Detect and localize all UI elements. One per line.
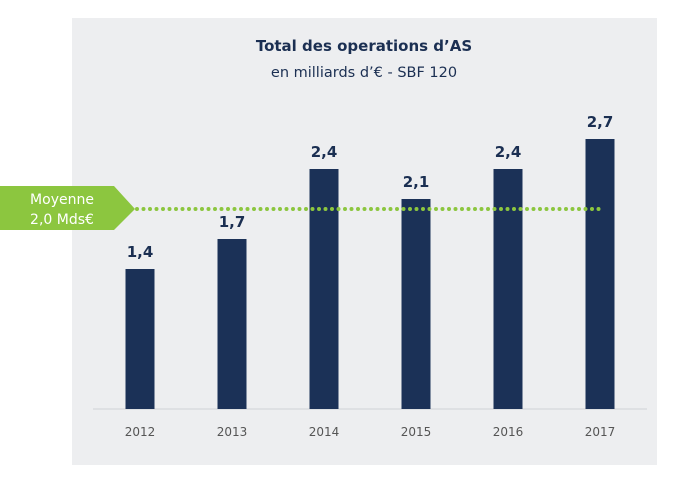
x-tick-2016: 2016	[493, 425, 524, 439]
data-label-2017: 2,7	[587, 113, 614, 131]
x-tick-2012: 2012	[125, 425, 156, 439]
data-label-2016: 2,4	[495, 143, 522, 161]
bar-2016	[493, 169, 523, 409]
bar-2013	[217, 239, 247, 409]
chart-panel	[72, 18, 657, 465]
x-tick-2014: 2014	[309, 425, 340, 439]
x-tick-2017: 2017	[585, 425, 616, 439]
bar-2014	[309, 169, 339, 409]
average-label-box	[0, 186, 135, 230]
average-label-line2: 2,0 Mds€	[30, 212, 94, 228]
bar-2015	[401, 199, 431, 409]
bar-2017	[585, 139, 615, 409]
data-label-2013: 1,7	[219, 213, 246, 231]
x-tick-2013: 2013	[217, 425, 248, 439]
chart-subtitle: en milliards d’€ - SBF 120	[271, 65, 457, 81]
bar-2012	[125, 269, 155, 409]
chart-title: Total des operations d’AS	[256, 37, 472, 55]
data-label-2015: 2,1	[403, 173, 430, 191]
data-label-2012: 1,4	[127, 243, 154, 261]
x-tick-2015: 2015	[401, 425, 432, 439]
data-label-2014: 2,4	[311, 143, 338, 161]
average-label-line1: Moyenne	[30, 192, 94, 208]
